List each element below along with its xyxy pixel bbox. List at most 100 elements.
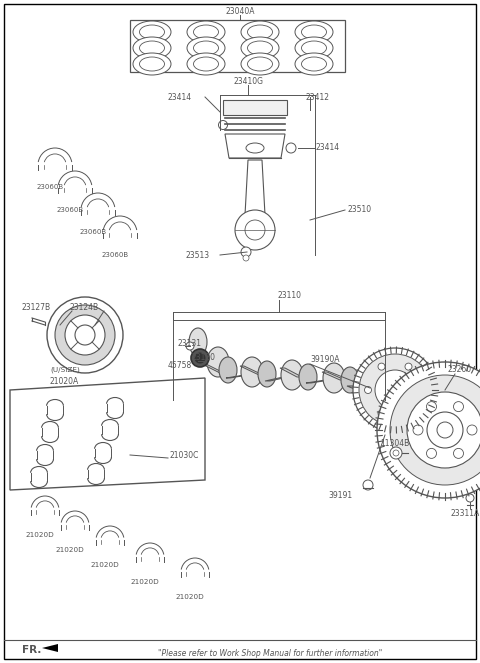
Polygon shape <box>265 377 288 381</box>
Circle shape <box>186 342 194 350</box>
Text: 23510: 23510 <box>348 206 372 215</box>
Circle shape <box>243 255 249 261</box>
Circle shape <box>378 410 385 417</box>
Circle shape <box>65 315 105 355</box>
Circle shape <box>378 363 385 370</box>
Circle shape <box>365 385 381 401</box>
Circle shape <box>405 363 412 370</box>
Ellipse shape <box>133 53 171 75</box>
Text: 23060B: 23060B <box>57 207 84 213</box>
Ellipse shape <box>187 53 225 75</box>
Ellipse shape <box>140 57 165 71</box>
Ellipse shape <box>219 357 237 383</box>
Circle shape <box>467 425 477 435</box>
Ellipse shape <box>133 37 171 59</box>
Text: 21020D: 21020D <box>130 579 159 585</box>
Ellipse shape <box>140 41 165 55</box>
Text: FR.: FR. <box>22 645 41 655</box>
Ellipse shape <box>241 357 263 387</box>
Circle shape <box>75 325 95 345</box>
Circle shape <box>353 348 437 432</box>
Text: 23513: 23513 <box>186 251 210 259</box>
Text: 39190A: 39190A <box>310 355 339 365</box>
Ellipse shape <box>193 41 218 55</box>
Polygon shape <box>225 134 285 158</box>
Circle shape <box>413 425 423 435</box>
Text: 11304B: 11304B <box>380 438 409 448</box>
Ellipse shape <box>187 37 225 59</box>
Text: "Please refer to Work Shop Manual for further information": "Please refer to Work Shop Manual for fu… <box>158 648 382 658</box>
Circle shape <box>55 305 115 365</box>
Circle shape <box>419 387 425 394</box>
Text: 39191: 39191 <box>328 491 352 499</box>
Text: (U/SIZE): (U/SIZE) <box>50 367 80 373</box>
Circle shape <box>218 121 228 129</box>
Text: 23060B: 23060B <box>80 229 107 235</box>
Text: 23124B: 23124B <box>70 304 99 312</box>
Ellipse shape <box>341 367 359 393</box>
Ellipse shape <box>258 361 276 387</box>
Ellipse shape <box>248 41 273 55</box>
Circle shape <box>437 422 453 438</box>
Polygon shape <box>10 378 205 490</box>
Ellipse shape <box>246 143 264 153</box>
Ellipse shape <box>189 328 207 356</box>
Polygon shape <box>306 380 330 383</box>
Text: 21020D: 21020D <box>90 562 119 568</box>
Ellipse shape <box>323 363 345 393</box>
Circle shape <box>427 402 436 412</box>
Text: 23120: 23120 <box>192 353 216 363</box>
Text: 23110: 23110 <box>278 292 302 300</box>
Ellipse shape <box>241 37 279 59</box>
Circle shape <box>363 480 373 490</box>
Circle shape <box>364 387 372 394</box>
Text: 21020D: 21020D <box>175 594 204 600</box>
Polygon shape <box>196 352 215 360</box>
Circle shape <box>390 447 402 459</box>
Circle shape <box>393 450 399 456</box>
Ellipse shape <box>295 21 333 43</box>
Text: 45758: 45758 <box>168 361 192 371</box>
Text: 23060B: 23060B <box>37 184 64 190</box>
Text: 23410G: 23410G <box>233 78 263 86</box>
Ellipse shape <box>299 364 317 390</box>
Text: 23260: 23260 <box>448 365 472 375</box>
Text: 23414: 23414 <box>168 93 192 101</box>
Text: 23040A: 23040A <box>225 7 255 17</box>
Circle shape <box>454 448 464 458</box>
Circle shape <box>466 494 474 502</box>
Text: 21020A: 21020A <box>50 377 79 387</box>
Ellipse shape <box>187 21 225 43</box>
Circle shape <box>427 448 436 458</box>
Bar <box>130 20 345 72</box>
Polygon shape <box>42 644 58 652</box>
Circle shape <box>405 410 412 417</box>
Ellipse shape <box>133 21 171 43</box>
Circle shape <box>377 362 480 498</box>
Circle shape <box>235 210 275 250</box>
Text: 23412: 23412 <box>306 93 330 101</box>
Text: 21030C: 21030C <box>170 450 199 459</box>
Text: 23127B: 23127B <box>22 304 51 312</box>
Circle shape <box>195 353 205 363</box>
Text: 23414: 23414 <box>316 143 340 152</box>
Ellipse shape <box>193 57 218 71</box>
Circle shape <box>245 220 265 240</box>
Ellipse shape <box>301 25 326 39</box>
Polygon shape <box>347 386 370 392</box>
Polygon shape <box>204 365 224 373</box>
Polygon shape <box>280 368 302 377</box>
Polygon shape <box>322 372 345 380</box>
Polygon shape <box>240 366 263 375</box>
Polygon shape <box>223 100 287 115</box>
Circle shape <box>375 370 415 410</box>
Circle shape <box>241 247 251 257</box>
Circle shape <box>454 402 464 412</box>
Ellipse shape <box>140 25 165 39</box>
Text: 21020D: 21020D <box>25 532 54 538</box>
Ellipse shape <box>207 347 229 377</box>
Circle shape <box>191 349 209 367</box>
Ellipse shape <box>193 25 218 39</box>
Circle shape <box>286 143 296 153</box>
Polygon shape <box>226 375 248 378</box>
